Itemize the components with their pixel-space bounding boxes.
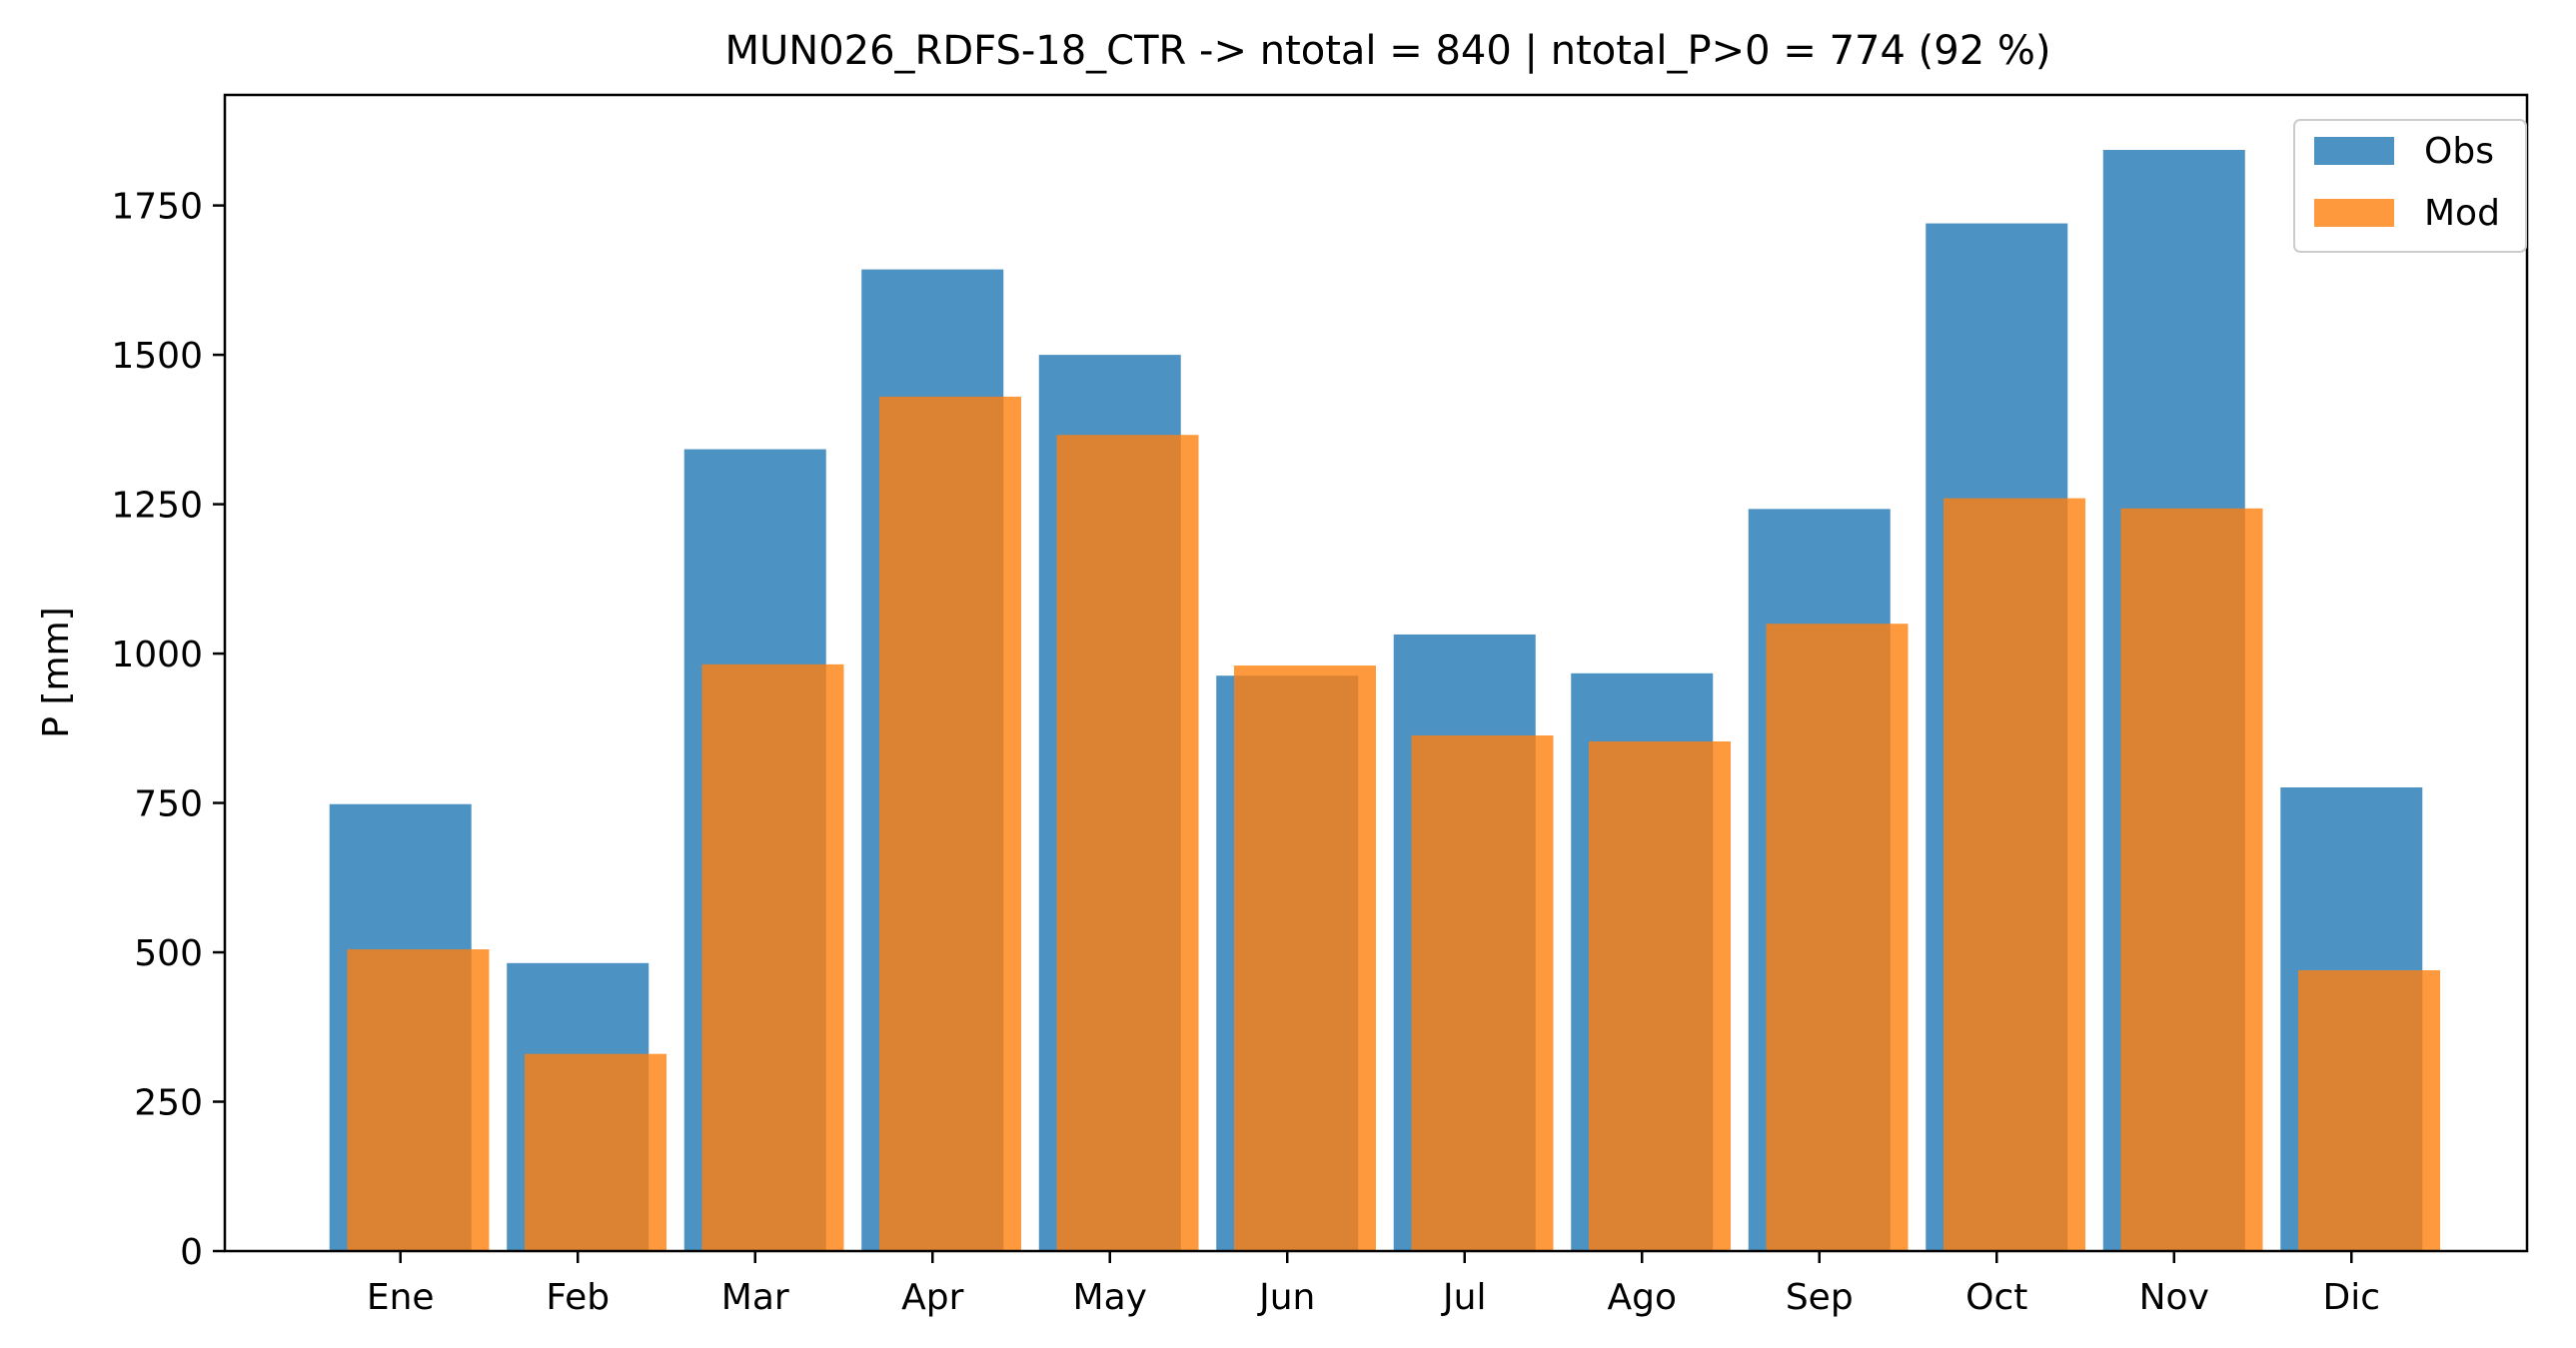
bar-mod-ago: [1589, 740, 1732, 1251]
y-tick-label: 1250: [111, 486, 203, 527]
x-tick-label: Apr: [901, 1277, 963, 1318]
bar-mod-feb: [524, 1053, 666, 1251]
bar-mod-nov: [2120, 508, 2263, 1251]
y-tick-label: 1000: [111, 635, 203, 675]
bar-mod-apr: [878, 396, 1021, 1252]
x-tick-label: Mar: [721, 1277, 789, 1318]
y-tick-label: 750: [134, 784, 203, 825]
bar-mod-may: [1056, 435, 1199, 1252]
bars-layer: [329, 150, 2441, 1252]
legend-swatch-mod: [2314, 199, 2394, 227]
legend-label-mod: Mod: [2424, 193, 2500, 234]
x-tick-label: Oct: [1965, 1277, 2027, 1318]
y-axis-label: P [mm]: [36, 607, 77, 737]
y-tick-label: 250: [134, 1083, 203, 1124]
y-axis: 0 250 500 750 1000 1250 1500 1750: [111, 187, 225, 1273]
bar-mod-sep: [1766, 624, 1909, 1251]
legend: Obs Mod: [2293, 119, 2527, 253]
x-tick-label: Dic: [2323, 1277, 2381, 1318]
chart-title: MUN026_RDFS-18_CTR -> ntotal = 840 | nto…: [725, 28, 2051, 74]
plot-area-frame: [223, 93, 2529, 1253]
bar-mod-oct: [1943, 498, 2086, 1252]
bar-mod-jul: [1411, 734, 1554, 1251]
legend-label-obs: Obs: [2424, 131, 2494, 172]
x-tick-label: Sep: [1786, 1277, 1854, 1318]
x-tick-label: Ago: [1607, 1277, 1677, 1318]
x-tick-label: Nov: [2139, 1277, 2209, 1318]
x-tick-label: Ene: [367, 1277, 435, 1318]
bar-mod-ene: [347, 949, 490, 1251]
y-tick-label: 1500: [111, 336, 203, 377]
x-tick-label: May: [1073, 1277, 1147, 1318]
x-tick-label: Feb: [546, 1277, 610, 1318]
bar-mod-mar: [701, 664, 844, 1251]
x-tick-label: Jul: [1441, 1277, 1486, 1318]
bar-mod-dic: [2298, 969, 2441, 1251]
x-tick-label: Jun: [1257, 1277, 1315, 1318]
y-tick-label: 1750: [111, 187, 203, 228]
y-tick-label: 0: [180, 1232, 203, 1273]
bar-mod-jun: [1233, 666, 1376, 1251]
y-tick-label: 500: [134, 933, 203, 974]
x-axis: Ene Feb Mar Apr May Jun Jul Ago Sep Oct Nov Dic: [367, 1251, 2380, 1318]
legend-swatch-obs: [2314, 137, 2394, 165]
